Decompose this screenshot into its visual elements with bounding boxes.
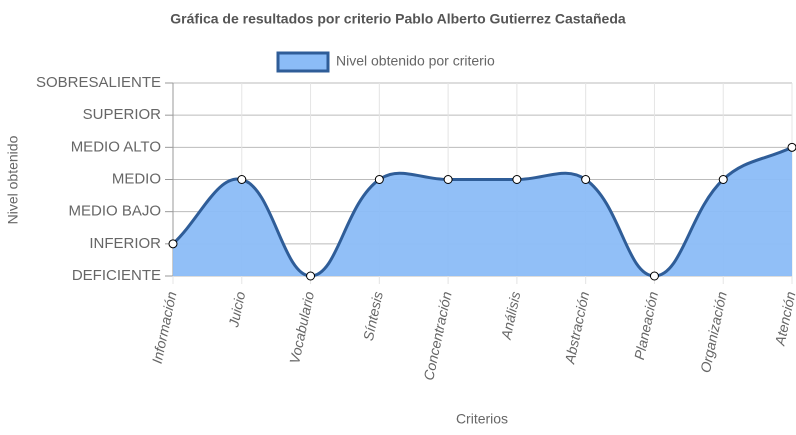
x-tick-label: Organización xyxy=(697,290,730,374)
legend-label: Nivel obtenido por criterio xyxy=(336,53,495,69)
area xyxy=(173,147,792,276)
point xyxy=(374,175,384,184)
point xyxy=(512,175,522,184)
y-tick-label: MEDIO xyxy=(112,170,161,187)
line xyxy=(171,145,793,278)
x-tick-label: Síntesis xyxy=(360,290,386,342)
x-tick-label: Abstracción xyxy=(561,290,592,366)
x-tick-label: Concentración xyxy=(420,290,454,382)
point xyxy=(787,142,796,152)
y-axis-label: Nivel obtenido xyxy=(5,135,21,224)
x-tick-label: Atención xyxy=(771,290,796,348)
x-tick-label: Vocabulario xyxy=(286,290,317,365)
chart-title: Gráfica de resultados por criterio Pablo… xyxy=(170,11,626,27)
point xyxy=(718,175,728,184)
x-tick-label: Información xyxy=(149,290,180,365)
x-axis-label: Criterios xyxy=(456,411,508,427)
y-tick-label: MEDIO ALTO xyxy=(71,138,161,155)
x-tick-label: Juicio xyxy=(225,290,248,330)
y-tick-label: MEDIO BAJO xyxy=(68,203,161,220)
legend-swatch xyxy=(276,51,330,73)
point xyxy=(443,175,453,184)
y-tick-label: DEFICIENTE xyxy=(72,267,161,284)
point xyxy=(168,239,178,249)
point xyxy=(581,175,591,184)
x-tick-label: Análisis xyxy=(498,290,524,342)
y-tick-label: SUPERIOR xyxy=(83,106,162,123)
point xyxy=(649,271,659,281)
y-tick-label: SOBRESALIENTE xyxy=(36,74,161,91)
point xyxy=(237,175,247,184)
y-tick-label: INFERIOR xyxy=(89,235,161,252)
x-tick-label: Planeación xyxy=(631,290,661,361)
point xyxy=(306,271,316,281)
